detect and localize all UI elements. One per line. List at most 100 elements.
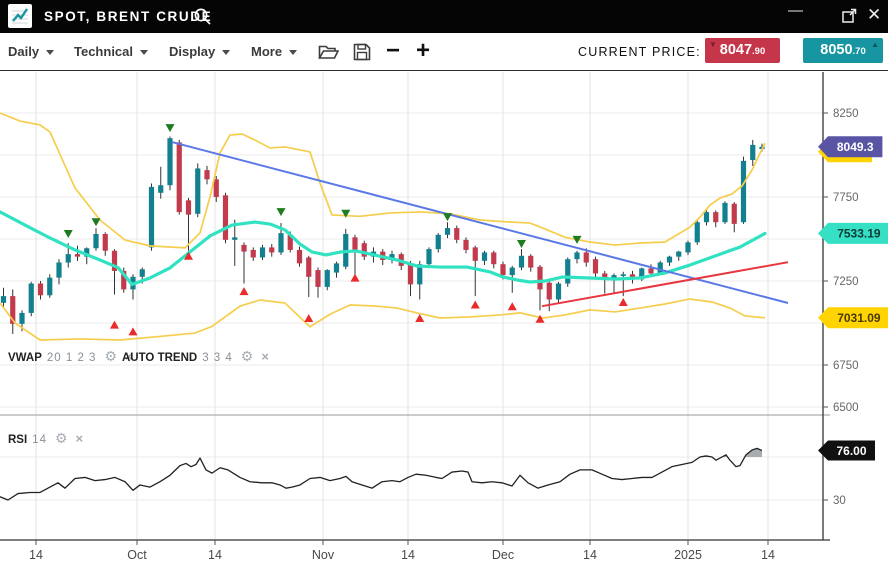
menu-daily[interactable]: Daily — [8, 33, 55, 71]
arrow-down-icon: ▼ — [709, 40, 717, 49]
sell-marker-icon — [572, 235, 582, 244]
candle — [583, 252, 589, 263]
rsi-label: RSI — [8, 434, 28, 446]
buy-marker-icon — [618, 298, 628, 306]
candle — [139, 269, 145, 277]
candle — [463, 239, 469, 250]
rsi-params: 14 — [32, 434, 47, 446]
candle — [491, 252, 497, 265]
close-icon[interactable]: × — [125, 349, 133, 364]
candle — [592, 259, 599, 274]
auto-trend-params: 3 3 4 — [202, 352, 233, 364]
menu-display[interactable]: Display — [169, 33, 231, 71]
buy-marker-icon — [535, 314, 545, 323]
close-icon[interactable]: × — [261, 349, 269, 364]
close-icon[interactable]: ✕ — [867, 5, 882, 24]
gear-icon[interactable]: ⚙ — [104, 348, 118, 364]
menu-technical[interactable]: Technical — [74, 33, 149, 71]
candle — [509, 267, 515, 276]
candle — [10, 296, 16, 324]
buy-marker-icon — [415, 313, 425, 322]
candle — [47, 277, 53, 296]
buy-marker-icon — [304, 313, 314, 322]
trendline-resistance — [171, 141, 789, 304]
chevron-down-icon — [289, 50, 298, 56]
candle — [222, 195, 229, 240]
candle — [426, 249, 432, 265]
menu-more[interactable]: More — [251, 33, 298, 71]
svg-text:7250: 7250 — [833, 276, 859, 288]
candle — [417, 264, 423, 285]
candle — [19, 312, 25, 324]
chevron-down-icon — [140, 50, 149, 56]
axis-price-badge — [818, 136, 883, 158]
candlestick-chart[interactable]: 8250 7750 7250 6750 6500 30 14 Oct 14 Nov 14 Dec 14 2… — [0, 71, 888, 562]
axis-price-badge — [818, 307, 888, 329]
candle — [481, 252, 488, 261]
gear-icon[interactable]: ⚙ — [240, 348, 254, 364]
gear-icon[interactable]: ⚙ — [54, 430, 68, 446]
zoom-in-icon[interactable]: + — [416, 37, 431, 64]
candle — [389, 254, 395, 260]
buy-marker-icon — [184, 251, 193, 260]
zoom-out-icon[interactable]: − — [386, 37, 401, 64]
open-folder-icon[interactable] — [318, 43, 340, 65]
candle — [167, 138, 173, 186]
popout-icon[interactable] — [842, 8, 857, 28]
candle — [278, 233, 284, 253]
candle — [565, 259, 571, 284]
svg-text:7533.19: 7533.19 — [837, 227, 881, 241]
svg-text:8250: 8250 — [833, 108, 859, 120]
candle — [296, 249, 303, 264]
candle — [703, 212, 710, 223]
toolbar: Daily Technical Display More − + CURRENT… — [0, 33, 888, 71]
candle — [158, 185, 164, 193]
close-icon[interactable]: × — [75, 431, 84, 446]
svg-text:7031.09: 7031.09 — [837, 311, 881, 325]
candle — [352, 237, 358, 250]
candle — [500, 264, 506, 276]
svg-text:Oct: Oct — [127, 548, 147, 562]
bollinger-bands — [0, 112, 766, 341]
grid — [0, 72, 823, 540]
candle — [93, 233, 99, 249]
candle — [713, 212, 719, 223]
candle — [232, 237, 238, 240]
buy-marker-icon — [470, 300, 480, 309]
buy-marker-icon — [128, 327, 138, 336]
save-icon[interactable] — [353, 43, 371, 66]
sell-marker-icon — [91, 218, 101, 227]
chevron-down-icon — [222, 50, 231, 56]
svg-text:14: 14 — [761, 548, 775, 562]
sell-marker-icon — [63, 229, 73, 238]
signal-markers — [63, 124, 628, 336]
candle — [121, 270, 127, 290]
buy-marker-icon — [350, 273, 360, 282]
candle — [722, 202, 728, 223]
candle — [259, 247, 266, 258]
svg-text:Nov: Nov — [312, 548, 335, 562]
candle — [620, 274, 626, 276]
candle — [555, 283, 562, 300]
svg-text:14: 14 — [29, 548, 43, 562]
minimize-icon[interactable]: — — [788, 2, 803, 19]
search-icon[interactable] — [193, 7, 212, 31]
candle — [0, 296, 7, 303]
candle — [56, 262, 62, 278]
candle — [185, 200, 192, 215]
buy-marker-icon — [507, 302, 517, 311]
candle — [306, 257, 312, 277]
bb-lower-line — [0, 298, 766, 341]
sell-marker-icon — [443, 213, 452, 222]
auto-trend-label: AUTO TREND — [122, 352, 198, 364]
candle — [250, 249, 256, 258]
sell-marker-icon — [517, 240, 526, 249]
vwap — [0, 210, 767, 286]
candle — [685, 242, 691, 253]
candle — [435, 234, 441, 250]
sell-marker-icon — [341, 209, 351, 218]
candle — [731, 203, 737, 224]
svg-text:8049.3: 8049.3 — [837, 140, 874, 154]
rsi-overbought-fill — [744, 448, 762, 457]
candle — [148, 186, 155, 248]
